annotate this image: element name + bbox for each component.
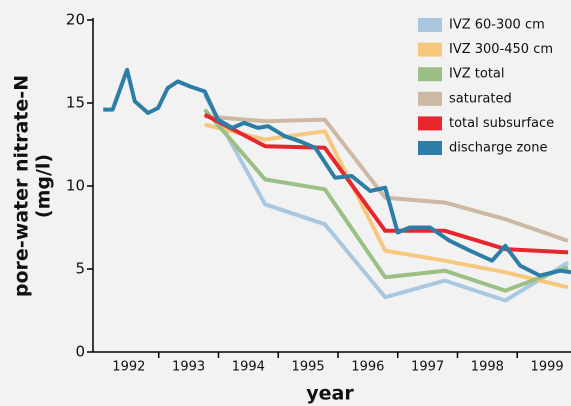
x-tick-label: 1995 — [292, 360, 325, 375]
legend-label: saturated — [449, 91, 512, 106]
legend-swatch — [418, 18, 442, 32]
series-line — [103, 67, 571, 278]
legend-label: discharge zone — [449, 141, 548, 156]
y-tick-label: 0 — [75, 343, 85, 361]
y-tick-label: 5 — [75, 260, 85, 278]
legend-swatch — [418, 116, 442, 131]
legend-label: IVZ 60-300 cm — [449, 18, 545, 33]
x-tick-label: 1992 — [112, 360, 145, 375]
y-tick-label: 15 — [66, 94, 85, 112]
legend-label: IVZ total — [449, 67, 505, 82]
x-tick-label: 1999 — [531, 360, 564, 375]
series-line — [203, 112, 569, 255]
series-line — [204, 122, 569, 290]
x-axis-label: year — [306, 383, 354, 405]
legend-swatch — [418, 67, 442, 82]
x-tick-label: 1994 — [232, 360, 265, 375]
legend-swatch — [418, 91, 442, 106]
y-tick-label: 20 — [66, 11, 85, 29]
y-axis-label: pore-water nitrate-N — [11, 75, 33, 297]
series-line — [204, 114, 569, 243]
legend-swatch — [418, 42, 442, 57]
x-tick-label: 1997 — [411, 360, 444, 375]
legend-label: IVZ 300-450 cm — [449, 42, 553, 57]
legend-label: total subsurface — [449, 116, 554, 131]
legend-swatch — [418, 141, 442, 155]
series-line — [203, 108, 569, 293]
x-tick-label: 1998 — [471, 360, 504, 375]
y-axis-label: (mg/l) — [33, 154, 55, 218]
x-tick-label: 1993 — [172, 360, 205, 375]
y-tick-label: 10 — [66, 177, 85, 195]
x-tick-label: 1996 — [351, 360, 384, 375]
series-line — [202, 93, 570, 303]
